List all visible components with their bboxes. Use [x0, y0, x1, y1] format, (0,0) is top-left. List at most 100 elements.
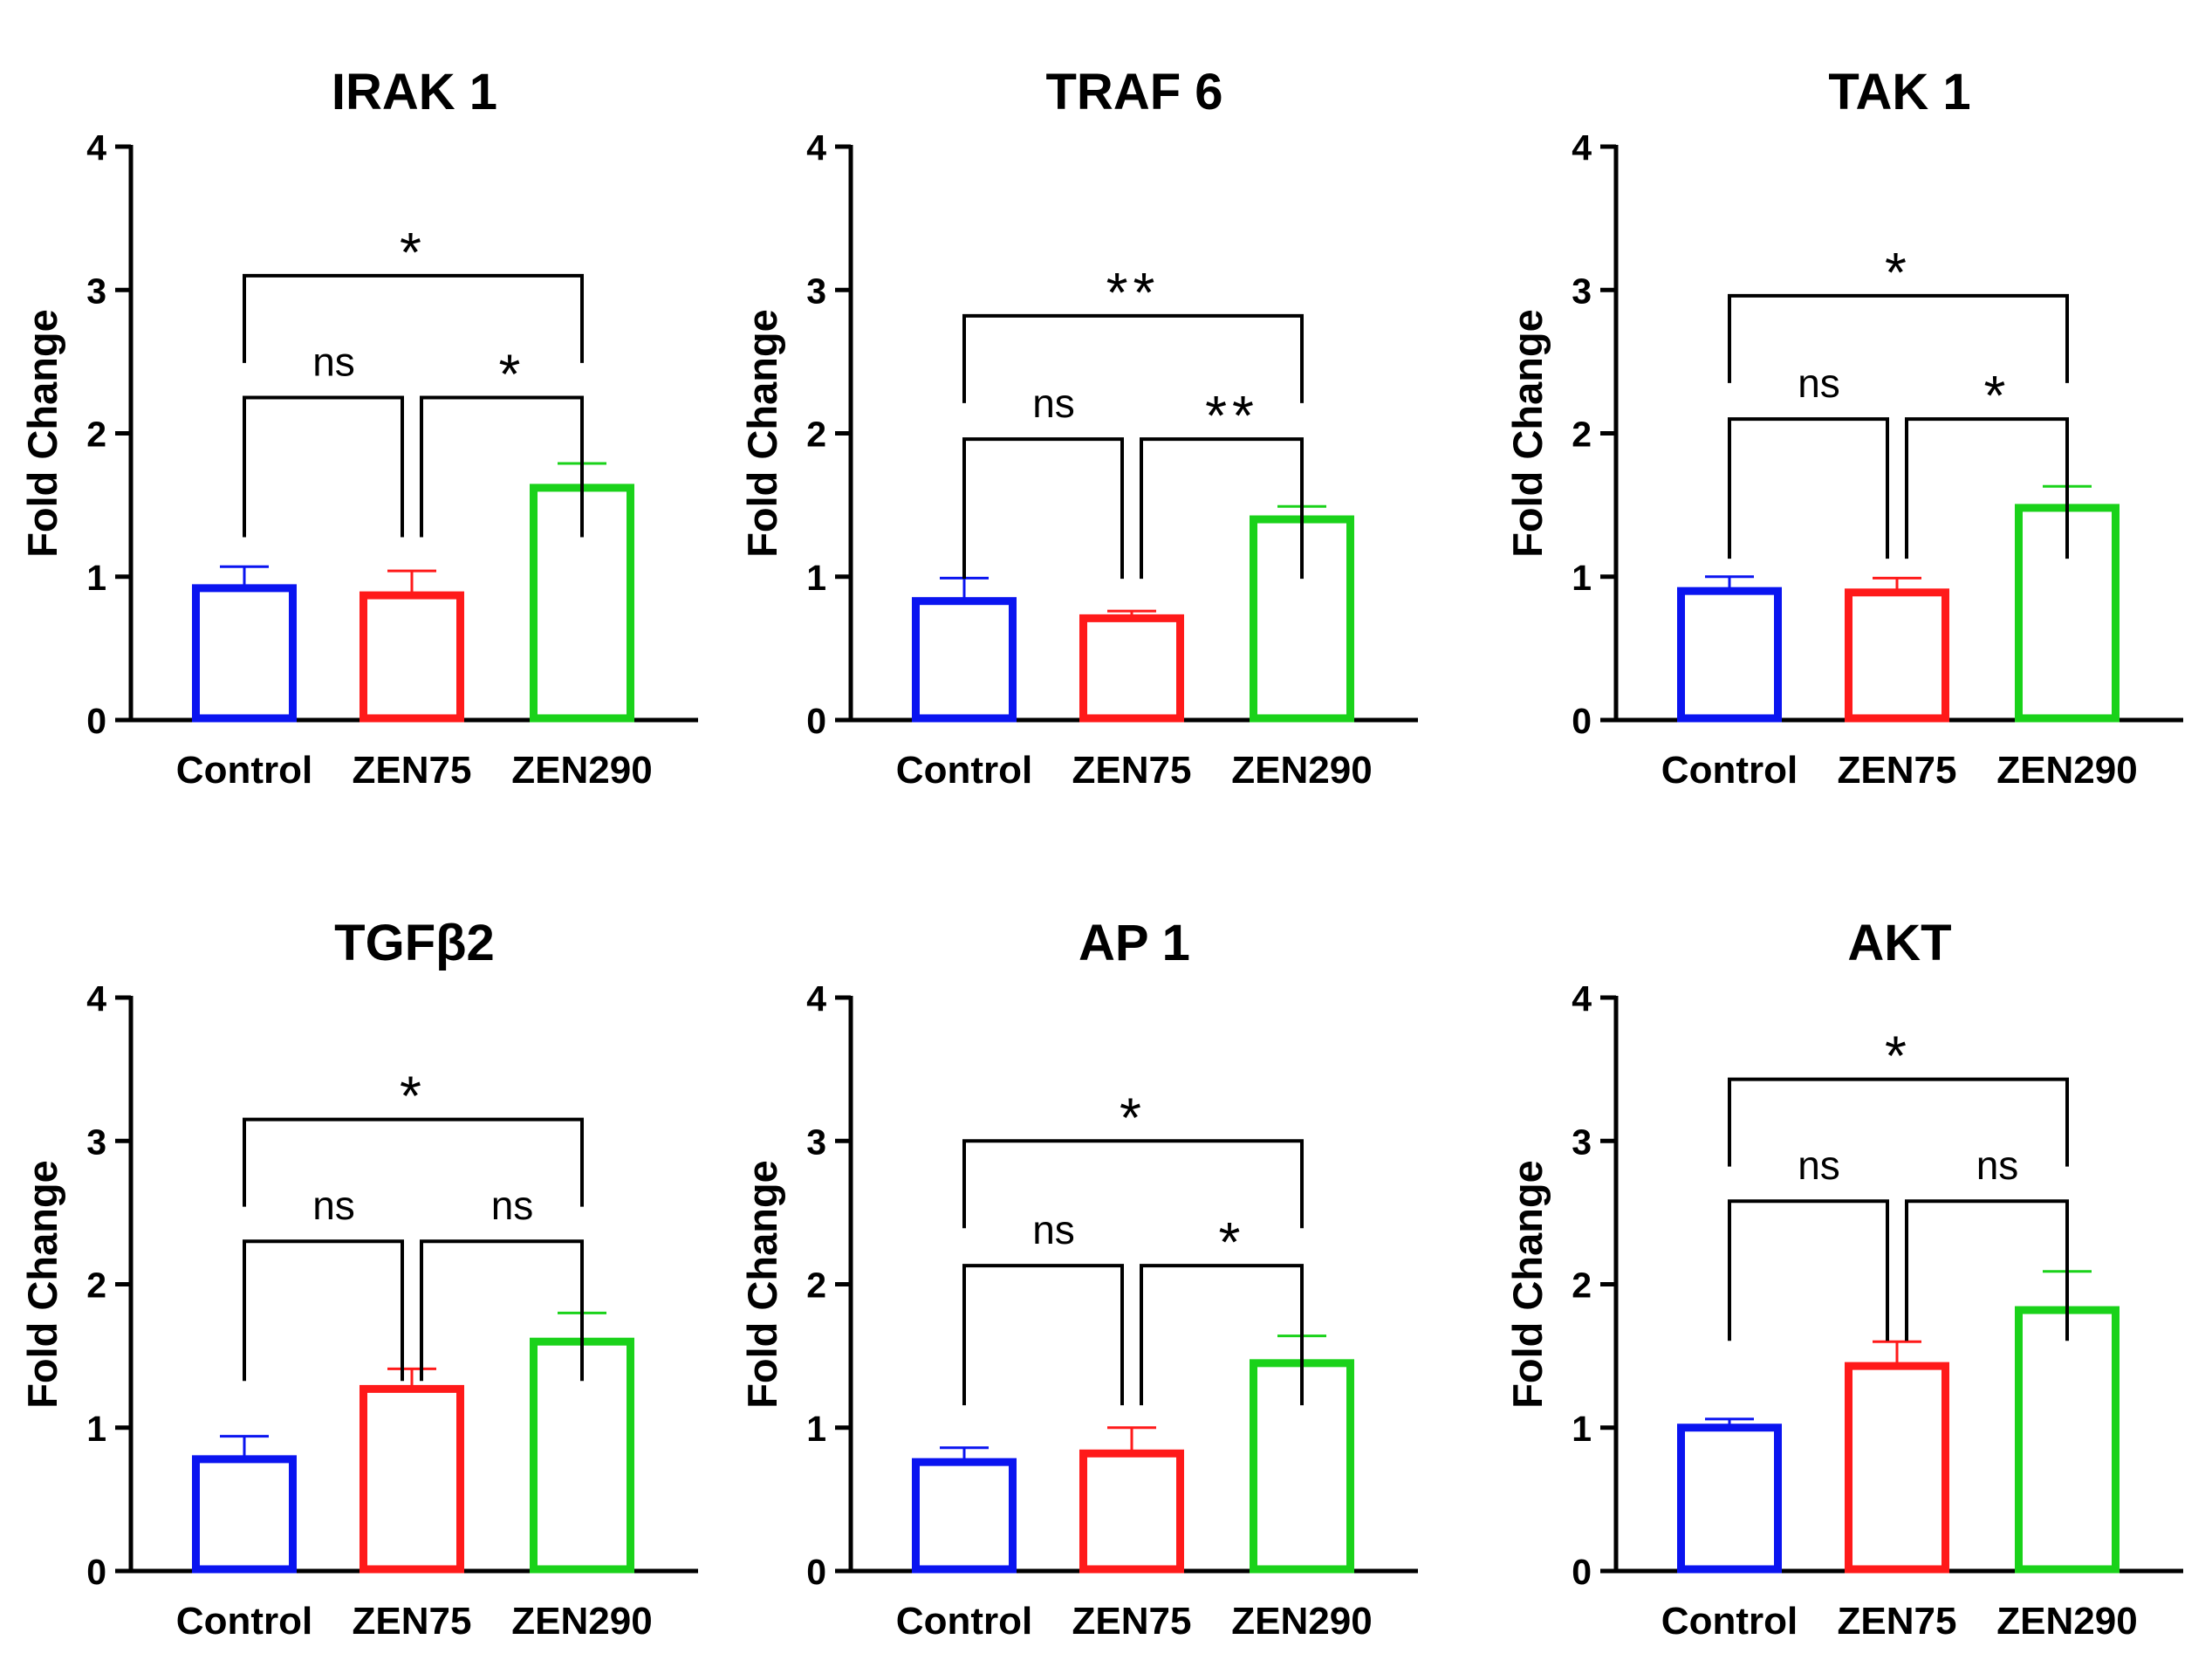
bar-zen75	[1079, 614, 1184, 723]
category-label: ZEN75	[353, 749, 472, 792]
significance-bracket	[962, 437, 1124, 580]
y-tick-label: 1	[806, 1409, 826, 1449]
y-tick-label: 3	[1572, 1122, 1592, 1162]
bar-control	[912, 1458, 1017, 1574]
bar-zen75	[360, 591, 464, 723]
significance-bracket	[962, 1264, 1124, 1406]
chart-title: AP 1	[1079, 915, 1190, 971]
significance-label: ns	[1798, 360, 1840, 406]
chart-panel: TGFβ2 Fold Change 0 1 2 3 4 Control ZEN75 ZEN290 n…	[19, 915, 698, 1643]
bar-zen75	[1845, 588, 1949, 723]
chart-panel: AKT Fold Change 0 1 2 3 4 Control ZEN75 ZEN290 ns n…	[1504, 915, 2183, 1643]
category-label: Control	[896, 1600, 1032, 1643]
significance-label: **	[1205, 384, 1259, 447]
bar-zen75	[1079, 1449, 1184, 1574]
bar-control	[912, 597, 1017, 723]
y-tick-label: 3	[806, 271, 826, 311]
category-label: ZEN290	[1996, 749, 2137, 792]
y-axis-label: Fold Change	[19, 309, 65, 558]
y-tick-label: 3	[806, 1122, 826, 1162]
bar-control	[1677, 587, 1782, 723]
chart-panel: TRAF 6 Fold Change 0 1 2 3 4 Control ZEN75 ZEN290…	[739, 64, 1418, 792]
significance-bracket	[420, 395, 584, 538]
y-axis-label: Fold Change	[1504, 1160, 1551, 1409]
category-label: Control	[1661, 749, 1798, 792]
y-tick-label: 0	[1572, 701, 1592, 741]
category-label: ZEN290	[1231, 1600, 1372, 1643]
bar-zen75	[360, 1384, 464, 1574]
category-label: ZEN75	[1072, 1600, 1192, 1643]
bar-control	[192, 1455, 297, 1574]
category-label: ZEN290	[511, 749, 652, 792]
y-tick-label: 4	[806, 127, 826, 168]
significance-bracket	[1728, 293, 2069, 383]
significance-bracket	[243, 395, 404, 538]
category-label: Control	[176, 1600, 312, 1643]
significance-label: ns	[1976, 1142, 2019, 1188]
y-tick-label: 4	[1572, 978, 1592, 1019]
category-label: ZEN75	[1838, 749, 1957, 792]
bar-control	[1677, 1423, 1782, 1574]
significance-label: ns	[491, 1183, 534, 1228]
significance-label: *	[400, 221, 427, 284]
category-label: ZEN290	[511, 1600, 652, 1643]
chart-panel: IRAK 1 Fold Change 0 1 2 3 4 Control ZEN75 ZEN290…	[19, 64, 698, 792]
significance-label: *	[1885, 241, 1912, 304]
y-tick-label: 4	[86, 978, 106, 1019]
significance-bracket	[1140, 1264, 1304, 1406]
significance-bracket	[1140, 437, 1304, 580]
y-tick-label: 0	[806, 701, 826, 741]
chart-panel: AP 1 Fold Change 0 1 2 3 4 Control ZEN75 ZEN290 ns…	[739, 915, 1418, 1643]
y-tick-label: 4	[806, 978, 826, 1019]
bar-zen290	[2015, 1306, 2120, 1574]
category-label: Control	[896, 749, 1032, 792]
significance-bracket	[243, 273, 584, 363]
chart-title: TRAF 6	[1046, 64, 1223, 120]
y-tick-label: 2	[86, 1266, 106, 1306]
chart-title: IRAK 1	[332, 64, 497, 120]
y-tick-label: 1	[806, 558, 826, 598]
y-tick-label: 1	[86, 558, 106, 598]
y-tick-label: 2	[806, 415, 826, 455]
significance-bracket	[243, 1239, 404, 1382]
significance-label: *	[400, 1065, 427, 1128]
significance-bracket	[1728, 1077, 2069, 1167]
bar-zen75	[1845, 1362, 1949, 1574]
y-tick-label: 2	[1572, 1266, 1592, 1306]
chart-panel: TAK 1 Fold Change 0 1 2 3 4 Control ZEN75 ZEN290 n…	[1504, 64, 2183, 792]
y-tick-label: 0	[86, 1552, 106, 1592]
y-tick-label: 4	[86, 127, 106, 168]
y-tick-label: 3	[86, 1122, 106, 1162]
y-tick-label: 1	[1572, 558, 1592, 598]
bar-control	[192, 584, 297, 723]
significance-label: *	[499, 342, 526, 405]
y-tick-label: 1	[1572, 1409, 1592, 1449]
significance-bracket	[1728, 1199, 1889, 1341]
significance-bracket	[962, 1139, 1304, 1229]
significance-bracket	[1905, 417, 2069, 559]
significance-bracket	[962, 313, 1304, 403]
significance-label: ns	[1798, 1142, 1840, 1188]
category-label: ZEN75	[1838, 1600, 1957, 1643]
y-tick-label: 1	[86, 1409, 106, 1449]
y-tick-label: 0	[86, 701, 106, 741]
category-label: Control	[176, 749, 312, 792]
significance-label: ns	[312, 1183, 355, 1228]
y-tick-label: 2	[806, 1266, 826, 1306]
chart-title: TAK 1	[1828, 64, 1970, 120]
y-tick-label: 3	[1572, 271, 1592, 311]
y-axis-label: Fold Change	[739, 1160, 785, 1409]
y-axis-label: Fold Change	[739, 309, 785, 558]
y-tick-label: 0	[806, 1552, 826, 1592]
significance-bracket	[1905, 1199, 2069, 1341]
chart-title: AKT	[1847, 915, 1951, 971]
category-label: ZEN75	[353, 1600, 472, 1643]
category-label: ZEN290	[1231, 749, 1372, 792]
significance-label: *	[1885, 1025, 1912, 1087]
significance-bracket	[243, 1117, 584, 1207]
y-axis-label: Fold Change	[19, 1160, 65, 1409]
significance-bracket	[1728, 417, 1889, 559]
significance-label: ns	[1032, 381, 1075, 426]
category-label: Control	[1661, 1600, 1798, 1643]
